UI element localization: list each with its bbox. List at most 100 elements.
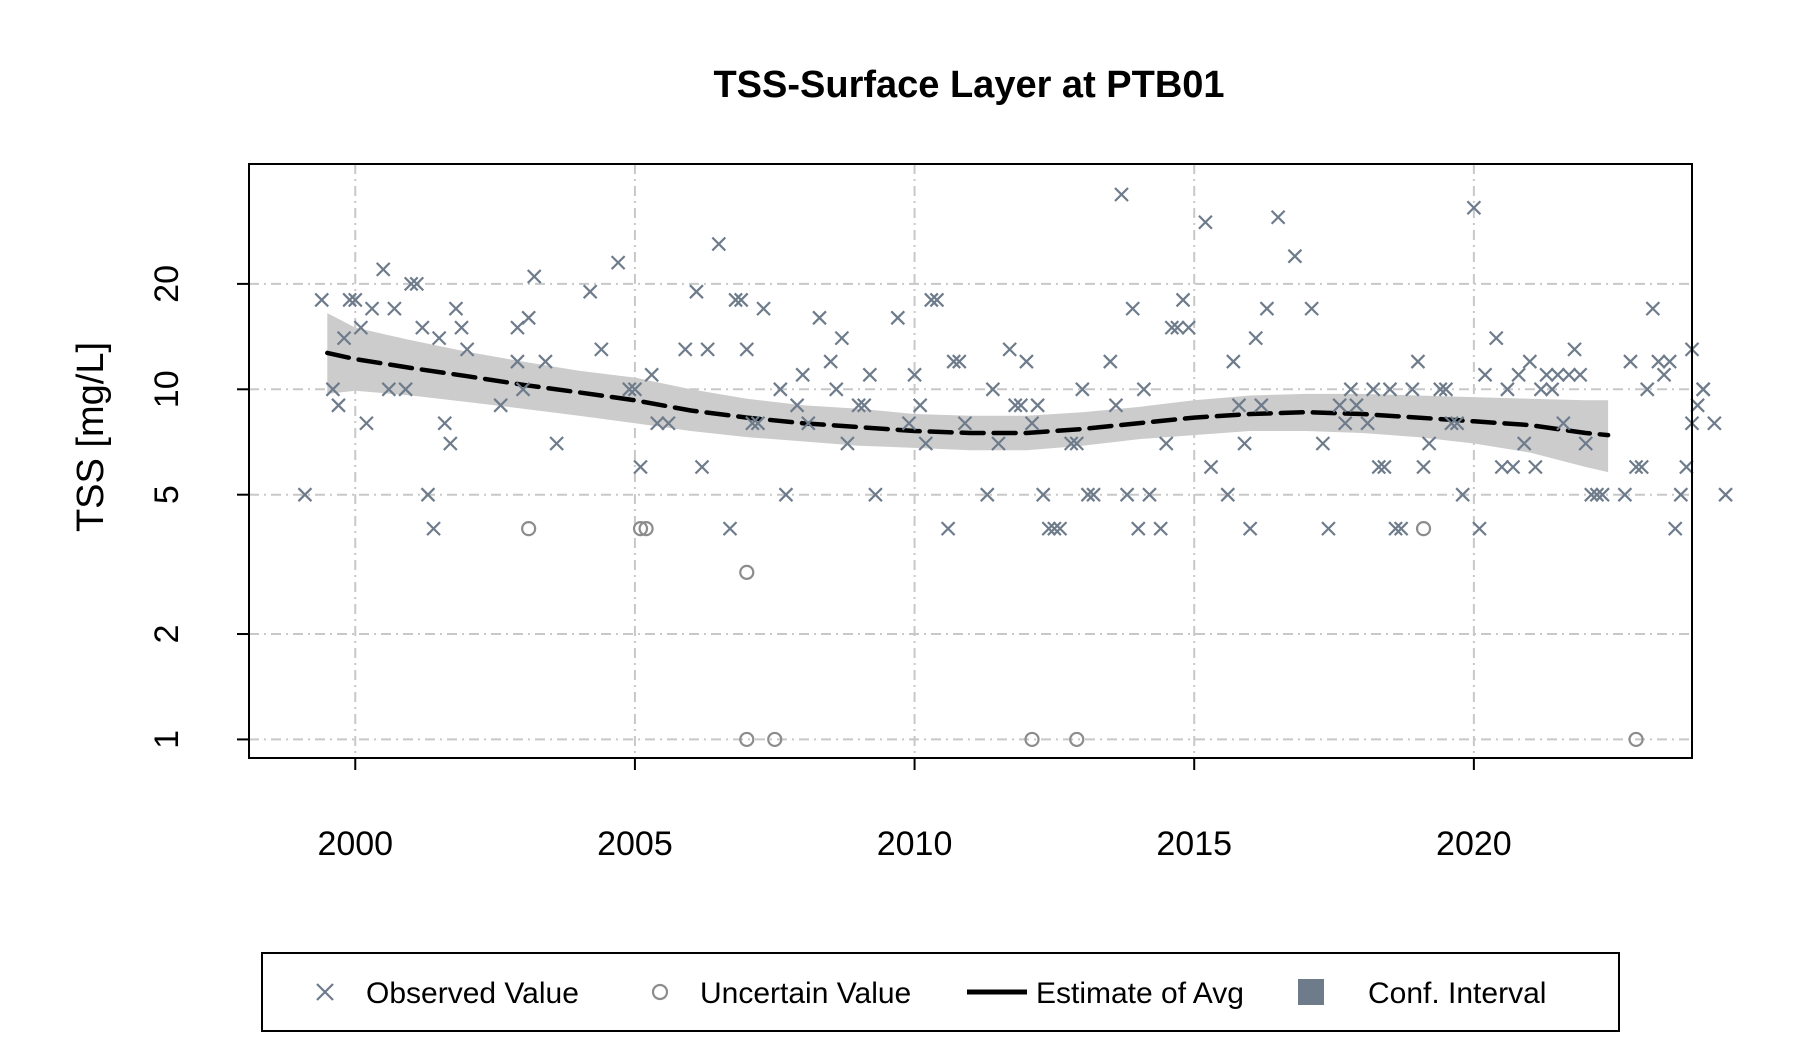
observed-point xyxy=(1505,459,1521,475)
observed-point xyxy=(1522,354,1538,369)
observed-point xyxy=(1013,398,1029,413)
observed-point xyxy=(722,521,738,536)
observed-point xyxy=(1052,521,1068,536)
observed-point-stroke xyxy=(1382,382,1398,397)
observed-point-stroke xyxy=(1690,398,1705,413)
observed-point xyxy=(739,342,755,357)
data-points xyxy=(297,187,1733,748)
observed-point xyxy=(711,236,727,252)
observed-point xyxy=(297,487,313,502)
y-tick-label: 1 xyxy=(148,730,186,749)
observed-point xyxy=(1595,487,1610,502)
observed-point xyxy=(1494,459,1510,475)
observed-point xyxy=(331,398,346,413)
y-axis-label: TSS [mg/L] xyxy=(70,342,112,532)
observed-point-stroke xyxy=(1226,354,1241,369)
observed-point xyxy=(689,284,704,299)
observed-point xyxy=(359,415,374,431)
observed-point xyxy=(1259,301,1275,316)
observed-point xyxy=(1007,398,1023,413)
observed-point xyxy=(773,382,788,397)
uncertain-point xyxy=(638,521,654,537)
observed-point xyxy=(750,415,766,431)
observed-point-stroke xyxy=(1662,354,1677,369)
observed-point-stroke xyxy=(1449,415,1465,431)
observed-point-stroke xyxy=(1321,521,1336,536)
observed-point xyxy=(1035,487,1051,502)
observed-point-stroke xyxy=(1131,521,1146,536)
observed-point xyxy=(347,292,363,308)
observed-point-stroke xyxy=(493,398,508,413)
observed-point-stroke xyxy=(1617,487,1633,502)
observed-point xyxy=(1639,382,1655,397)
observed-point-stroke xyxy=(1488,330,1504,346)
observed-point xyxy=(1673,487,1689,502)
observed-point xyxy=(1114,187,1129,202)
observed-point xyxy=(1198,214,1213,230)
observed-point-stroke xyxy=(347,292,363,308)
observed-point-stroke xyxy=(912,398,928,413)
observed-point xyxy=(1533,382,1549,397)
observed-point-stroke xyxy=(1516,436,1532,451)
observed-point xyxy=(644,367,659,383)
observed-point-stroke xyxy=(1539,367,1554,383)
uncertain-point xyxy=(1415,521,1432,537)
uncertain-point xyxy=(632,521,649,537)
observed-point-stroke xyxy=(856,398,872,413)
observed-point xyxy=(1617,487,1633,502)
observed-point-stroke xyxy=(1707,415,1722,431)
observed-point-stroke xyxy=(890,310,906,326)
observed-point-stroke xyxy=(1158,436,1174,451)
observed-point-stroke xyxy=(1069,436,1085,451)
observed-point-stroke xyxy=(381,382,397,397)
observed-point-stroke xyxy=(1030,398,1045,413)
observed-point xyxy=(778,487,794,502)
observed-point-stroke xyxy=(823,354,838,369)
observed-point-stroke xyxy=(1572,367,1588,383)
observed-point-stroke xyxy=(851,398,866,413)
observed-point xyxy=(1365,382,1381,397)
observed-point xyxy=(582,284,598,299)
observed-point xyxy=(1544,382,1560,397)
observed-point xyxy=(1153,521,1168,536)
observed-point-stroke xyxy=(1337,415,1353,431)
observed-point-stroke xyxy=(868,487,883,502)
observed-point-stroke xyxy=(1477,367,1493,383)
observed-point xyxy=(801,415,816,431)
observed-point-stroke xyxy=(1181,320,1196,335)
observed-point-stroke xyxy=(1024,415,1040,431)
observed-point-stroke xyxy=(1522,354,1538,369)
observed-point xyxy=(387,301,402,316)
observed-point-stroke xyxy=(1365,382,1381,397)
observed-point xyxy=(375,262,391,277)
observed-point xyxy=(381,382,397,397)
observed-point-stroke xyxy=(1237,436,1252,451)
legend: Observed Value Uncertain Value Estimate of… xyxy=(261,952,1620,1032)
observed-point xyxy=(1337,415,1353,431)
observed-point xyxy=(1136,382,1152,397)
observed-point xyxy=(1063,436,1079,451)
observed-point xyxy=(1550,367,1566,383)
observed-point-stroke xyxy=(694,459,710,475)
observed-point xyxy=(840,436,855,451)
observed-point xyxy=(1695,382,1711,397)
observed-point-stroke xyxy=(1153,521,1168,536)
observed-point xyxy=(1466,200,1482,216)
observed-point-stroke xyxy=(594,342,609,357)
observed-point-stroke xyxy=(1377,459,1392,475)
observed-point-stroke xyxy=(437,415,453,431)
observed-point xyxy=(1589,487,1605,502)
observed-point-stroke xyxy=(1410,354,1426,369)
observed-point-stroke xyxy=(1438,382,1454,397)
observed-point-stroke xyxy=(1007,398,1023,413)
observed-point-stroke xyxy=(795,367,810,383)
observed-point-stroke xyxy=(1567,342,1582,357)
observed-point xyxy=(1226,354,1241,369)
observed-point xyxy=(812,310,827,326)
observed-point xyxy=(342,292,357,308)
observed-point-stroke xyxy=(375,262,391,277)
observed-point-stroke xyxy=(353,320,369,335)
observed-point-stroke xyxy=(862,367,878,383)
observed-point xyxy=(1371,459,1387,475)
observed-point-stroke xyxy=(1360,415,1375,431)
